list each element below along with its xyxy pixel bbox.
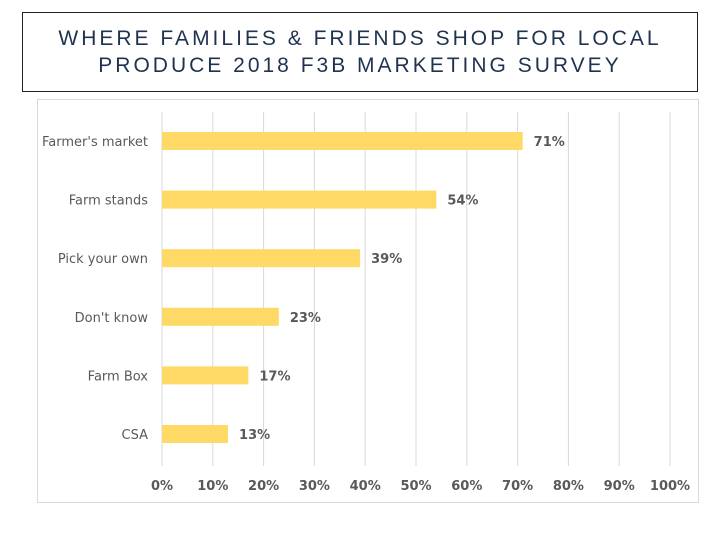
x-tick-label: 70% <box>502 479 533 494</box>
bar <box>162 190 437 209</box>
slide-title-box: WHERE FAMILIES & FRIENDS SHOP FOR LOCAL … <box>22 12 698 92</box>
x-tick-label: 20% <box>248 479 279 494</box>
gridlines <box>161 112 671 466</box>
category-label: Pick your own <box>58 252 148 267</box>
value-label: 13% <box>239 428 270 443</box>
x-tick-label: 100% <box>650 479 690 494</box>
x-tick-label: 30% <box>299 479 330 494</box>
x-tick-label: 50% <box>400 479 431 494</box>
x-tick-label: 60% <box>451 479 482 494</box>
bars <box>162 132 523 443</box>
chart-frame <box>37 99 699 503</box>
bar <box>162 425 229 443</box>
bar <box>162 132 523 150</box>
category-labels: Farmer's market Farm stands Pick your own D… <box>42 135 148 443</box>
category-label: Farm Box <box>88 369 149 384</box>
value-label: 17% <box>259 369 290 384</box>
category-label: CSA <box>122 428 149 443</box>
bar <box>162 366 249 385</box>
x-tick-label: 40% <box>350 479 381 494</box>
value-label: 54% <box>447 194 478 209</box>
x-tick-label: 0% <box>151 479 173 494</box>
value-label: 71% <box>534 135 565 150</box>
slide-title: WHERE FAMILIES & FRIENDS SHOP FOR LOCAL … <box>58 27 662 77</box>
category-label: Farmer's market <box>42 135 148 150</box>
x-tick-label: 90% <box>604 479 635 494</box>
x-tick-label: 10% <box>197 479 228 494</box>
value-labels: 71% 54% 39% 23% 17% 13% <box>239 135 565 443</box>
category-label: Farm stands <box>69 194 148 209</box>
value-label: 23% <box>290 311 321 326</box>
x-tick-label: 80% <box>553 479 584 494</box>
x-axis-ticks: 0% 10% 20% 30% 40% 50% 60% 70% 80% 90% 100% <box>151 479 690 494</box>
bar <box>162 307 279 326</box>
bar <box>162 249 361 268</box>
value-label: 39% <box>371 252 402 267</box>
category-label: Don't know <box>75 311 149 326</box>
